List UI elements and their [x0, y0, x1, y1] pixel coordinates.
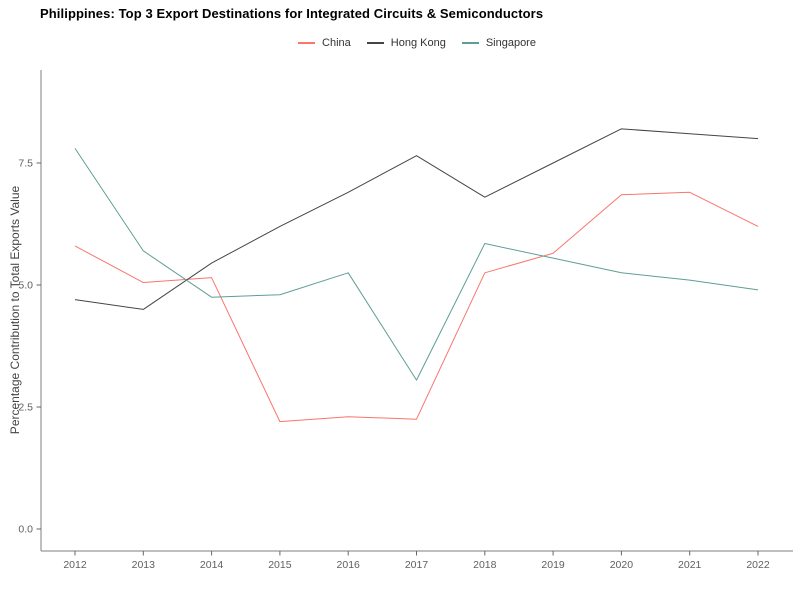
- legend: China Hong Kong Singapore: [0, 37, 800, 49]
- x-tick-label: 2017: [405, 559, 429, 571]
- legend-swatch-hong-kong-icon: [366, 42, 384, 44]
- legend-swatch-china-icon: [298, 42, 316, 44]
- legend-label-singapore: Singapore: [485, 37, 536, 49]
- legend-item-hong-kong: Hong Kong: [366, 37, 446, 49]
- y-tick-label: 7.5: [18, 158, 33, 170]
- x-tick-label: 2021: [678, 559, 702, 571]
- y-tick-label: 5.0: [18, 280, 33, 292]
- legend-item-singapore: Singapore: [461, 37, 536, 49]
- x-tick-label: 2015: [268, 559, 292, 571]
- legend-label-china: China: [322, 37, 351, 49]
- y-tick-label: 0.0: [18, 524, 33, 536]
- x-tick-label: 2022: [746, 559, 770, 571]
- legend-item-china: China: [298, 37, 351, 49]
- x-tick-label: 2019: [541, 559, 565, 571]
- legend-label-hong-kong: Hong Kong: [390, 37, 446, 49]
- y-tick-label: 2.5: [18, 402, 33, 414]
- series-line-hong-kong: [74, 128, 759, 310]
- series-line-singapore: [74, 148, 759, 381]
- x-tick-label: 2012: [63, 559, 87, 571]
- legend-swatch-singapore-icon: [461, 42, 479, 44]
- x-tick-label: 2018: [473, 559, 497, 571]
- chart-title: Philippines: Top 3 Export Destinations f…: [40, 6, 544, 21]
- x-tick-label: 2013: [132, 559, 156, 571]
- series-line-china: [74, 191, 759, 423]
- y-axis-title: Percentage Contribution to Total Exports…: [8, 185, 22, 435]
- x-tick-label: 2020: [610, 559, 634, 571]
- x-tick-label: 2016: [337, 559, 361, 571]
- x-tick-label: 2014: [200, 559, 224, 571]
